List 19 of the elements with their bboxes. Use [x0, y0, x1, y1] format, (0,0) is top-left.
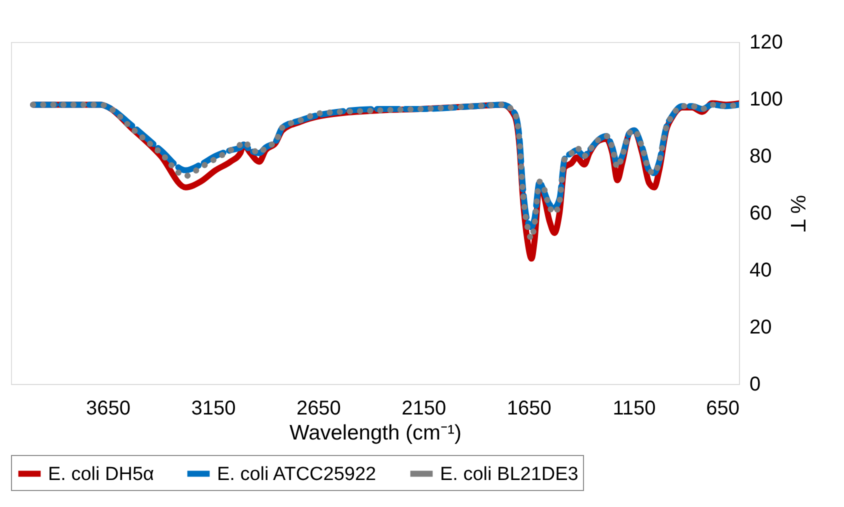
y-tick-label: 60: [750, 202, 772, 224]
x-tick-label: 1650: [506, 398, 552, 420]
y-tick-label: 40: [750, 260, 772, 282]
y-tick-label: 120: [750, 32, 783, 54]
y-tick-label: 20: [750, 316, 772, 338]
y-tick-label: 100: [750, 88, 783, 110]
x-axis-title: Wavelength (cm⁻¹): [290, 422, 462, 444]
x-tick-label: 650: [706, 398, 740, 420]
legend-label: E. coli ATCC25922: [217, 464, 376, 485]
x-tick-label: 2150: [402, 398, 446, 420]
x-tick-label: 2650: [296, 398, 341, 420]
legend-label: E. coli DH5α: [48, 464, 154, 485]
y-tick-label: 0: [750, 374, 761, 396]
x-tick-label: 1150: [612, 398, 656, 420]
legend-label: E. coli BL21DE3: [440, 464, 578, 485]
y-axis-title: % T: [786, 195, 809, 232]
y-tick-label: 80: [750, 146, 772, 168]
x-tick-label: 3150: [191, 398, 236, 420]
x-tick-label: 3650: [86, 398, 131, 420]
